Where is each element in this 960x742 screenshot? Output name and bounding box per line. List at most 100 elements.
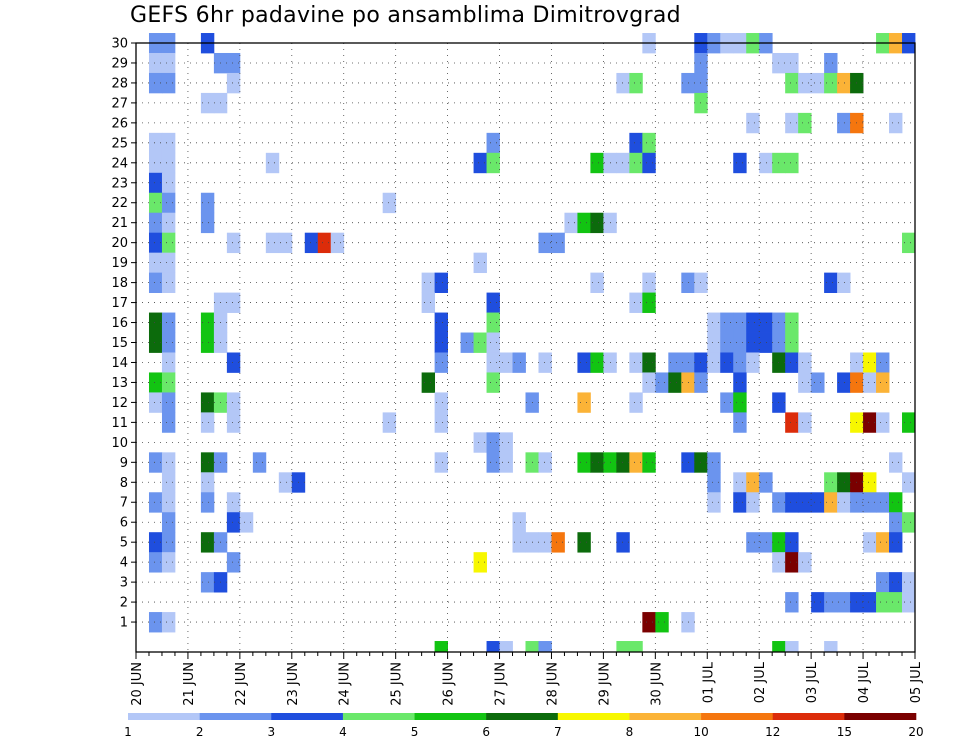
heatmap-cell: [161, 312, 176, 333]
heatmap-cell: [499, 352, 513, 373]
heatmap-cell: [538, 452, 552, 473]
heatmap-cell: [577, 352, 591, 373]
colorbar-segment: [486, 713, 559, 720]
x-tick-label: 22 JUN: [234, 662, 249, 706]
heatmap-cell: [226, 512, 241, 533]
heatmap-cell: [642, 292, 656, 313]
heatmap-cell: [590, 452, 604, 473]
heatmap-cell: [200, 572, 215, 593]
heatmap-cell: [811, 592, 825, 613]
heatmap-cell: [837, 72, 851, 94]
heatmap-cell: [148, 552, 163, 573]
y-axis: 1234567891011121314151617181920212223242…: [111, 37, 136, 631]
heatmap-cell: [681, 72, 695, 94]
heatmap-cell: [889, 532, 903, 553]
heatmap-cell: [577, 452, 591, 473]
heatmap-cell: [434, 452, 448, 473]
heatmap-cell: [460, 332, 474, 353]
heatmap-cell: [681, 352, 695, 373]
heatmap-cell: [486, 641, 500, 653]
x-tick-label: 02 JUL: [753, 661, 768, 703]
x-tick-label: 23 JUN: [286, 662, 301, 706]
heatmap-cell: [200, 92, 215, 114]
heatmap-cell: [226, 232, 241, 254]
heatmap-cell: [512, 532, 526, 553]
heatmap-cell: [200, 532, 215, 553]
heatmap-cell: [473, 432, 487, 453]
heatmap-cell: [161, 512, 176, 533]
heatmap-cell: [499, 452, 513, 473]
heatmap-cell: [161, 492, 176, 513]
y-tick-label: 19: [111, 256, 128, 271]
heatmap-cell: [642, 352, 656, 373]
heatmap-cell: [161, 612, 176, 633]
heatmap-cell: [733, 492, 747, 513]
heatmap-cell: [486, 332, 500, 353]
heatmap-cell: [616, 72, 630, 94]
heatmap-cell: [577, 532, 591, 553]
heatmap-cell: [226, 492, 241, 513]
heatmap-cell: [200, 452, 215, 473]
heatmap-cell: [161, 152, 176, 174]
heatmap-cell: [707, 452, 721, 473]
heatmap-cell: [707, 312, 721, 333]
heatmap-cell: [499, 641, 513, 653]
heatmap-cell: [707, 492, 721, 513]
y-tick-label: 7: [120, 496, 128, 511]
colorbar-label: 4: [339, 725, 347, 739]
heatmap-cell: [876, 532, 890, 553]
colorbar-segment: [557, 713, 630, 720]
y-tick-label: 21: [111, 216, 128, 231]
heatmap-cell: [642, 272, 656, 293]
heatmap-cell: [733, 392, 747, 413]
heatmap-cell: [148, 152, 163, 174]
heatmap-cell: [434, 312, 448, 333]
heatmap-cell: [759, 532, 773, 553]
y-tick-label: 2: [120, 596, 128, 611]
heatmap-cell: [434, 641, 448, 653]
y-tick-label: 10: [111, 436, 128, 451]
heatmap-cell: [863, 492, 877, 513]
heatmap-cell: [746, 532, 760, 553]
heatmap-cell: [161, 172, 176, 194]
heatmap-cell: [785, 412, 799, 433]
colorbar-segment: [271, 713, 344, 720]
heatmap-cell: [577, 392, 591, 413]
heatmap-cell: [837, 472, 851, 493]
heatmap-cell: [824, 492, 838, 513]
heatmap-cell: [616, 641, 630, 653]
colorbar-label: 10: [693, 725, 708, 739]
heatmap-cell: [278, 472, 293, 493]
y-tick-label: 4: [120, 556, 128, 571]
heatmap-cell: [811, 72, 825, 94]
heatmap-cell: [902, 232, 916, 254]
heatmap-cell: [161, 352, 176, 373]
heatmap-cell: [785, 72, 799, 94]
heatmap-cell: [252, 452, 267, 473]
heatmap-cell: [226, 352, 241, 373]
heatmap-cell: [811, 492, 825, 513]
y-tick-label: 29: [111, 56, 128, 71]
heatmap-cell: [473, 252, 487, 274]
heatmap-cell: [889, 592, 903, 613]
x-tick-label: 25 JUN: [390, 662, 405, 706]
heatmap-cell: [629, 132, 643, 154]
colorbar-label: 3: [267, 725, 275, 739]
heatmap-cell: [733, 472, 747, 493]
x-tick-label: 27 JUN: [494, 662, 509, 706]
heatmap-cell: [148, 72, 163, 94]
x-tick-label: 05 JUL: [909, 661, 924, 703]
heatmap-cell: [200, 312, 215, 333]
heatmap-cell: [746, 112, 760, 134]
y-tick-label: 17: [111, 296, 128, 311]
heatmap-cell: [707, 472, 721, 493]
y-tick-label: 8: [120, 476, 128, 491]
y-tick-label: 22: [111, 196, 128, 211]
y-tick-label: 27: [111, 96, 128, 111]
heatmap-cell: [434, 332, 448, 353]
heatmap-cell: [629, 292, 643, 313]
heatmap-cell: [590, 152, 604, 174]
heatmap-cell: [265, 232, 280, 254]
colorbar-label: 15: [837, 725, 852, 739]
heatmap-cell: [161, 272, 176, 293]
